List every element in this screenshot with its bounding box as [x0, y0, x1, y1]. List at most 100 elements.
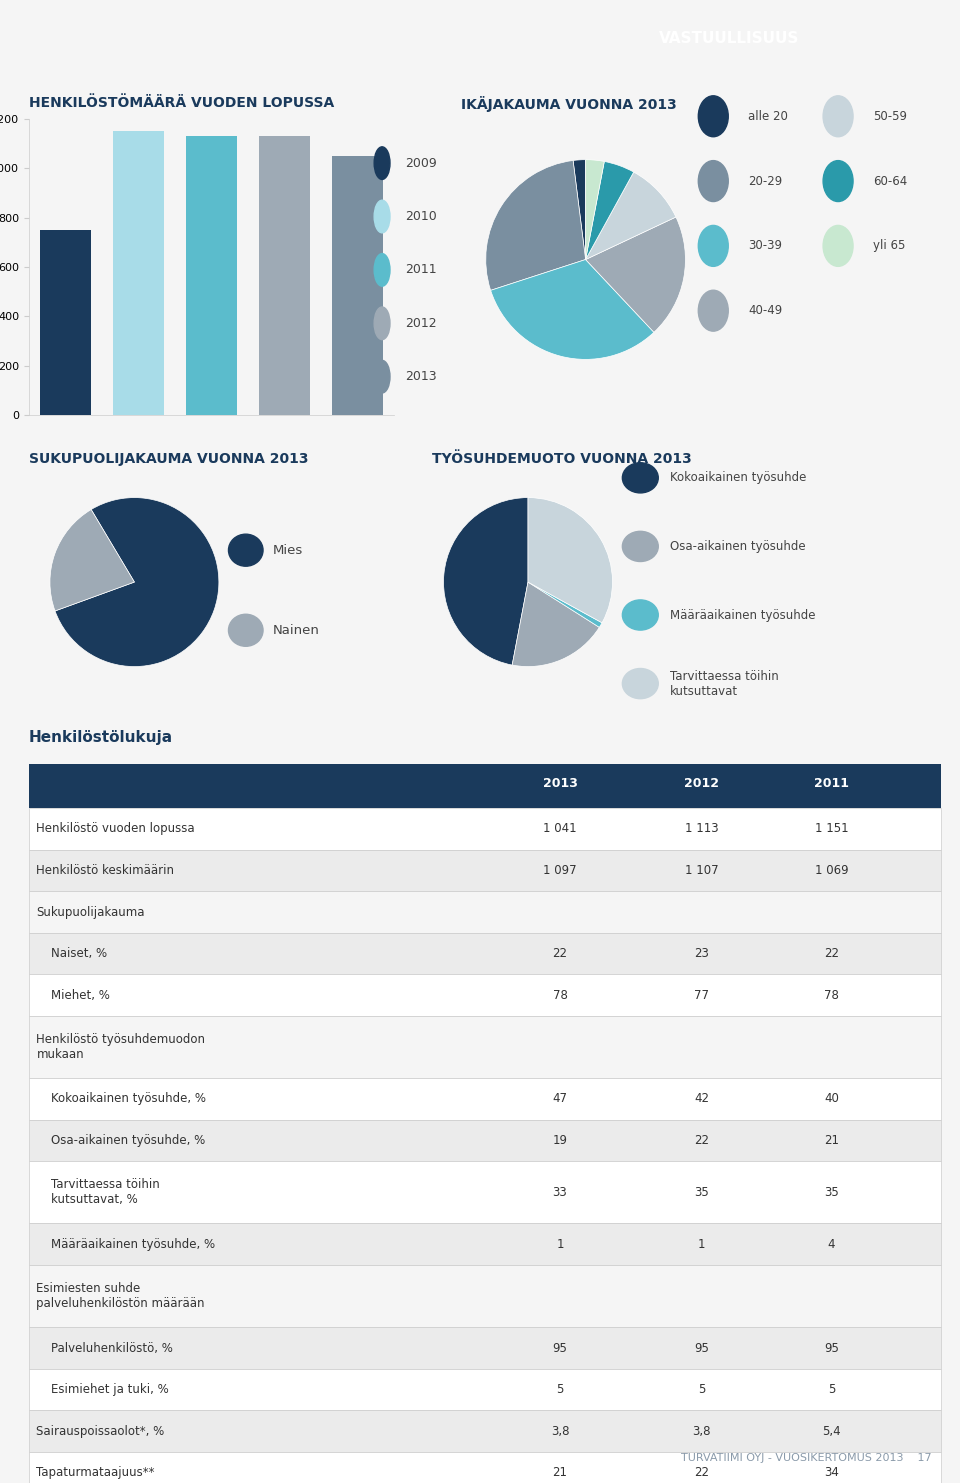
Text: 21: 21: [553, 1467, 567, 1479]
Circle shape: [622, 601, 659, 630]
Text: 5: 5: [698, 1384, 705, 1396]
Bar: [185, 136, 237, 415]
Text: 2013: 2013: [542, 777, 578, 790]
Circle shape: [823, 225, 853, 267]
Circle shape: [823, 96, 853, 136]
Text: 1 107: 1 107: [684, 865, 718, 876]
Text: 2010: 2010: [405, 211, 437, 222]
Circle shape: [622, 531, 659, 562]
Text: IKÄJAKAUMA VUONNA 2013: IKÄJAKAUMA VUONNA 2013: [461, 96, 677, 113]
Bar: [112, 131, 164, 415]
Text: 47: 47: [553, 1093, 567, 1105]
Text: Esimiehet ja tuki, %: Esimiehet ja tuki, %: [36, 1384, 169, 1396]
Text: 2012: 2012: [684, 777, 719, 790]
Text: 5,4: 5,4: [822, 1425, 841, 1437]
Text: Nainen: Nainen: [273, 624, 320, 636]
Text: 23: 23: [694, 948, 708, 960]
Wedge shape: [50, 510, 134, 611]
Text: Henkilöstö työsuhdemuodon
mukaan: Henkilöstö työsuhdemuodon mukaan: [36, 1034, 205, 1060]
Text: 35: 35: [694, 1186, 708, 1198]
Text: alle 20: alle 20: [748, 110, 788, 123]
Text: Määräaikainen työsuhde: Määräaikainen työsuhde: [670, 608, 815, 621]
Wedge shape: [586, 172, 676, 260]
Circle shape: [698, 96, 729, 136]
Text: 2009: 2009: [405, 157, 437, 169]
Text: 33: 33: [553, 1186, 567, 1198]
Text: Palveluhenkilöstö, %: Palveluhenkilöstö, %: [36, 1342, 174, 1354]
Wedge shape: [513, 583, 599, 666]
Text: SUKUPUOLIJAKAUMA VUONNA 2013: SUKUPUOLIJAKAUMA VUONNA 2013: [29, 452, 308, 466]
Text: 1 097: 1 097: [543, 865, 577, 876]
Bar: [331, 156, 383, 415]
Text: Henkilöstö vuoden lopussa: Henkilöstö vuoden lopussa: [36, 823, 195, 835]
Text: Tapaturmataajuus**: Tapaturmataajuus**: [36, 1467, 155, 1479]
Text: VASTUULLISUUS: VASTUULLISUUS: [660, 31, 800, 46]
Circle shape: [228, 614, 263, 647]
Wedge shape: [55, 498, 219, 666]
Text: Miehet, %: Miehet, %: [36, 989, 110, 1001]
Text: 2013: 2013: [405, 371, 437, 383]
Text: 95: 95: [824, 1342, 839, 1354]
Text: 3,8: 3,8: [692, 1425, 710, 1437]
Text: 40: 40: [824, 1093, 839, 1105]
Text: 3,8: 3,8: [551, 1425, 569, 1437]
Text: 78: 78: [553, 989, 567, 1001]
Text: 19: 19: [553, 1134, 567, 1146]
Text: 2012: 2012: [405, 317, 437, 329]
Text: 42: 42: [694, 1093, 708, 1105]
Text: 22: 22: [694, 1467, 708, 1479]
Text: HENKILÖSTÖMÄÄRÄ VUODEN LOPUSSA: HENKILÖSTÖMÄÄRÄ VUODEN LOPUSSA: [29, 96, 334, 110]
Text: Kokoaikainen työsuhde, %: Kokoaikainen työsuhde, %: [36, 1093, 206, 1105]
Wedge shape: [528, 498, 612, 623]
Bar: [39, 230, 91, 415]
Bar: [258, 136, 310, 415]
Text: 77: 77: [694, 989, 708, 1001]
Text: 50-59: 50-59: [873, 110, 907, 123]
Text: Mies: Mies: [273, 544, 303, 556]
Text: Sukupuolijakauma: Sukupuolijakauma: [36, 906, 145, 918]
Text: 1: 1: [556, 1238, 564, 1250]
Text: 40-49: 40-49: [748, 304, 782, 317]
Text: Kokoaikainen työsuhde: Kokoaikainen työsuhde: [670, 472, 806, 485]
Text: 1 151: 1 151: [814, 823, 849, 835]
Text: 34: 34: [824, 1467, 839, 1479]
Wedge shape: [528, 583, 602, 627]
Text: 21: 21: [824, 1134, 839, 1146]
Wedge shape: [444, 498, 528, 664]
Circle shape: [622, 463, 659, 492]
Text: 22: 22: [694, 1134, 708, 1146]
Text: Naiset, %: Naiset, %: [36, 948, 108, 960]
Wedge shape: [586, 160, 604, 260]
Text: Esimiesten suhde
palveluhenkilöstön määrään: Esimiesten suhde palveluhenkilöstön määr…: [36, 1283, 205, 1309]
Wedge shape: [586, 217, 685, 332]
Text: 60-64: 60-64: [873, 175, 907, 187]
Text: 2011: 2011: [814, 777, 849, 790]
Text: 22: 22: [553, 948, 567, 960]
Text: 95: 95: [694, 1342, 708, 1354]
Text: 5: 5: [557, 1384, 564, 1396]
Circle shape: [374, 147, 390, 179]
Circle shape: [698, 160, 729, 202]
Text: TURVATIIMI OYJ - VUOSIKERTOMUS 2013    17: TURVATIIMI OYJ - VUOSIKERTOMUS 2013 17: [681, 1453, 931, 1462]
Circle shape: [823, 160, 853, 202]
Text: Osa-aikainen työsuhde, %: Osa-aikainen työsuhde, %: [36, 1134, 205, 1146]
Circle shape: [698, 225, 729, 267]
Circle shape: [374, 360, 390, 393]
Text: Sairauspoissaolot*, %: Sairauspoissaolot*, %: [36, 1425, 165, 1437]
Text: 1: 1: [698, 1238, 706, 1250]
Circle shape: [228, 534, 263, 567]
Text: Tarvittaessa töihin
    kutsuttavat, %: Tarvittaessa töihin kutsuttavat, %: [36, 1179, 160, 1206]
Text: Tarvittaessa töihin
kutsuttavat: Tarvittaessa töihin kutsuttavat: [670, 670, 779, 697]
Text: Määräaikainen työsuhde, %: Määräaikainen työsuhde, %: [36, 1238, 216, 1250]
Text: 4: 4: [828, 1238, 835, 1250]
Text: Henkilöstölukuja: Henkilöstölukuja: [29, 730, 173, 744]
Text: 20-29: 20-29: [748, 175, 782, 187]
Circle shape: [698, 291, 729, 331]
Text: yli 65: yli 65: [873, 239, 905, 252]
Text: 1 069: 1 069: [814, 865, 849, 876]
Text: 5: 5: [828, 1384, 835, 1396]
Circle shape: [374, 254, 390, 286]
Text: 95: 95: [553, 1342, 567, 1354]
Wedge shape: [573, 160, 586, 260]
Circle shape: [622, 669, 659, 698]
